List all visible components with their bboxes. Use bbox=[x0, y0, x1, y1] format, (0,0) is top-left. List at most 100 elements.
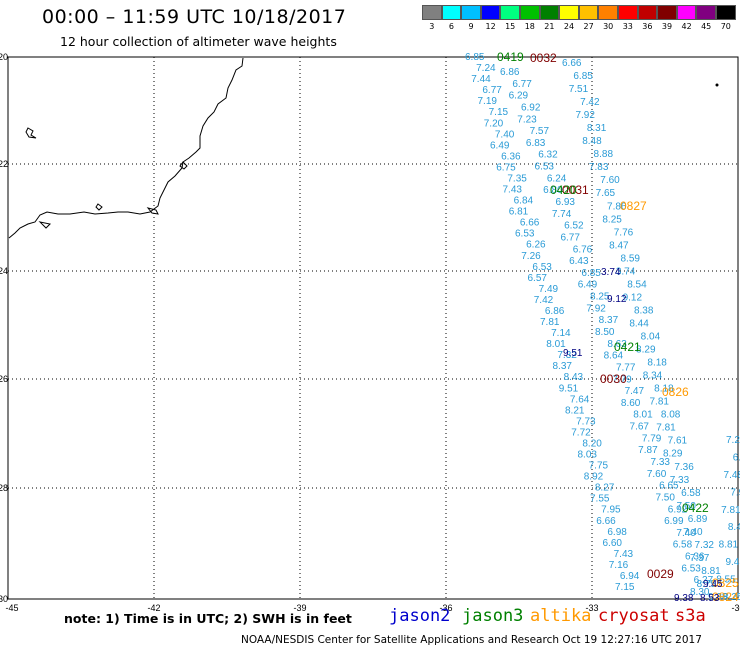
track-value-c: 7.51 bbox=[569, 84, 589, 95]
track-value-b: 8.30 bbox=[690, 587, 710, 598]
track-value-d: 7.2 bbox=[726, 435, 740, 446]
legend-swatch bbox=[637, 5, 658, 20]
track-value-a: 8.43 bbox=[564, 372, 584, 383]
map-grid bbox=[7, 56, 739, 600]
legend-swatch bbox=[461, 5, 481, 20]
satellite-label-cryosat: cryosat bbox=[598, 606, 670, 626]
track-value-c: 7.81 bbox=[650, 397, 670, 408]
track-value-b: 6.92 bbox=[521, 102, 541, 113]
track-value-b: 6.27 bbox=[694, 575, 714, 586]
lat-tick-label: -22 bbox=[0, 159, 8, 169]
track-value-b: 8.01 bbox=[633, 410, 653, 421]
track-value-b: 8.37 bbox=[599, 315, 619, 326]
track-value-b: 6.85 bbox=[581, 268, 601, 279]
track-value-c: 7.50 bbox=[676, 501, 696, 512]
track-value-a: 6.66 bbox=[520, 218, 540, 229]
track-value-c: 6.58 bbox=[681, 488, 701, 499]
legend-swatch bbox=[578, 5, 599, 20]
track-value-a: 7.43 bbox=[614, 549, 634, 560]
track-value-a: 6.53 bbox=[532, 262, 552, 273]
track-value-c: 6.66 bbox=[562, 58, 582, 69]
track-value-highlight: 8.53 bbox=[700, 593, 720, 604]
track-value-a: 8.03 bbox=[578, 450, 598, 461]
track-value-a: 6.53 bbox=[515, 229, 535, 240]
track-value-b: 7.67 bbox=[630, 422, 650, 433]
track-value-c: 6.85 bbox=[573, 71, 593, 82]
track-value-a: 7.95 bbox=[601, 505, 621, 516]
track-value-b: 7.87 bbox=[638, 445, 658, 456]
pass-id-marker: 0419 bbox=[497, 50, 524, 64]
track-value-a: 7.73 bbox=[576, 416, 596, 427]
legend-label: 18 bbox=[524, 22, 535, 31]
track-value-b: 8.25 bbox=[590, 292, 610, 303]
legend-label: 15 bbox=[505, 22, 516, 31]
track-value-a: 8.20 bbox=[582, 438, 602, 449]
track-value-a: 7.35 bbox=[507, 173, 527, 184]
lat-tick-label: -30 bbox=[0, 594, 8, 604]
track-value-a: 6.36 bbox=[501, 151, 521, 162]
lon-tick-label: -39 bbox=[293, 603, 306, 613]
track-value-b: 7.23 bbox=[517, 114, 537, 125]
legend-swatch bbox=[480, 5, 501, 20]
satellite-label-s3a: s3a bbox=[675, 606, 706, 626]
track-value-a: 6.84 bbox=[514, 196, 534, 207]
track-value-c: 9.38 bbox=[708, 592, 728, 603]
track-value-a: 7.44 bbox=[471, 74, 491, 85]
track-value-c: 7.65 bbox=[596, 188, 616, 199]
track-value-a: 7.72 bbox=[571, 427, 591, 438]
track-value-c: 7.40 bbox=[683, 527, 703, 538]
track-value-c: 8.25 bbox=[602, 214, 622, 225]
track-value-a: 6.81 bbox=[509, 207, 529, 218]
track-value-a: 6.26 bbox=[526, 240, 546, 251]
track-value-d: 9.45 bbox=[725, 557, 740, 568]
lat-tick-label: -24 bbox=[0, 266, 8, 276]
track-value-highlight: 9.38 bbox=[674, 593, 694, 604]
track-value-a: 6.85 bbox=[465, 52, 485, 63]
track-value-b: 8.64 bbox=[604, 351, 624, 362]
lon-tick-label: -42 bbox=[147, 603, 160, 613]
track-value-b: 6.77 bbox=[560, 232, 580, 243]
track-value-a: 7.16 bbox=[609, 560, 629, 571]
track-value-highlight: 3.74 bbox=[601, 267, 621, 278]
track-value-c: 7.86 bbox=[607, 201, 627, 212]
coastline bbox=[8, 57, 244, 239]
altimeter-tracks: 6.857.247.446.777.197.157.207.406.496.36… bbox=[465, 50, 740, 604]
track-value-c: 7.76 bbox=[614, 227, 634, 238]
pass-id-marker: 0826 bbox=[662, 385, 689, 399]
legend-label: 33 bbox=[622, 22, 633, 31]
track-value-a: 8.37 bbox=[553, 361, 573, 372]
track-value-b: 6.92 bbox=[668, 504, 688, 515]
track-value-c: 8.34 bbox=[643, 371, 663, 382]
legend-label: 24 bbox=[563, 22, 575, 31]
track-value-a: 7.81 bbox=[540, 317, 560, 328]
track-value-highlight: 9.51 bbox=[563, 348, 583, 359]
track-value-b: 8.60 bbox=[621, 398, 641, 409]
lon-tick-label: -30 bbox=[731, 603, 740, 613]
color-legend bbox=[422, 5, 736, 21]
track-value-a: 7.32 bbox=[557, 350, 577, 361]
legend-label: 42 bbox=[681, 22, 692, 31]
legend-swatch bbox=[715, 5, 736, 20]
pass-id-marker: 0422 bbox=[682, 501, 709, 515]
island-d bbox=[146, 207, 159, 215]
track-value-b: 7.57 bbox=[530, 126, 550, 137]
legend-swatch bbox=[696, 5, 716, 20]
legend-swatch bbox=[657, 5, 677, 20]
track-value-d: 8.25 bbox=[723, 592, 740, 603]
track-value-a: 6.49 bbox=[490, 140, 510, 151]
track-value-c: 9.12 bbox=[623, 292, 643, 303]
track-value-d: 8.55 bbox=[716, 575, 736, 586]
track-value-b: 7.74 bbox=[552, 209, 572, 220]
track-value-b: 7.77 bbox=[616, 362, 636, 373]
pass-id-marker: 0824 bbox=[712, 590, 739, 604]
pass-id-marker: 0827 bbox=[620, 199, 647, 213]
track-value-c: 8.48 bbox=[582, 136, 602, 147]
legend-label: 3 bbox=[429, 22, 435, 31]
legend-swatch bbox=[559, 5, 579, 20]
track-value-b: 7.33 bbox=[651, 457, 671, 468]
track-value-b: 6.32 bbox=[538, 150, 558, 161]
track-value-c: 8.31 bbox=[587, 123, 607, 134]
satellite-label-jason2: jason2 bbox=[389, 606, 451, 626]
track-value-a: 7.14 bbox=[551, 328, 571, 339]
track-value-b: 6.93 bbox=[556, 197, 576, 208]
